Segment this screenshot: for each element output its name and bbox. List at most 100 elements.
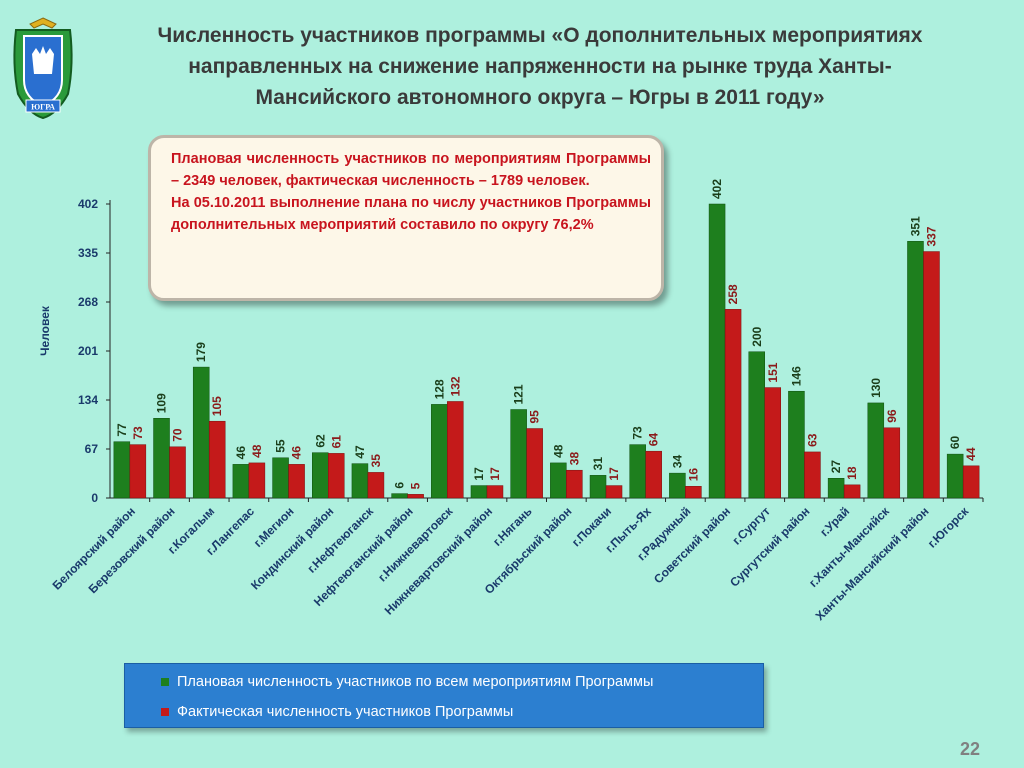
y-tick-label: 268: [78, 295, 98, 309]
bar-planned: [708, 203, 726, 499]
data-label-actual: 16: [686, 468, 700, 482]
y-axis-title: Человек: [38, 305, 52, 356]
page-number: 22: [959, 739, 980, 759]
bar-planned: [153, 418, 170, 499]
bar-actual: [685, 486, 702, 499]
data-label-planned: 60: [948, 435, 962, 449]
summary-text: На 05.10.2011 выполнение плана по числу …: [171, 195, 651, 233]
data-label-planned: 31: [591, 457, 605, 471]
data-label-actual: 17: [488, 467, 502, 481]
bar-planned: [550, 462, 567, 499]
x-category-label: г.Нижневартовск: [375, 504, 456, 585]
data-label-actual: 132: [448, 376, 462, 396]
planned-swatch: [161, 678, 169, 686]
data-label-planned: 130: [869, 378, 883, 398]
data-label-planned: 200: [750, 326, 764, 346]
bar-actual: [129, 444, 147, 499]
data-label-planned: 402: [710, 179, 724, 199]
slide-title: Численность участников программы «О допо…: [100, 20, 980, 113]
data-label-actual: 35: [369, 454, 383, 468]
data-label-planned: 351: [908, 216, 922, 236]
bar-planned: [946, 453, 964, 499]
title-line: Численность участников программы «О допо…: [157, 24, 923, 47]
bar-actual: [923, 251, 940, 499]
data-label-planned: 46: [234, 446, 248, 460]
bar-planned: [907, 241, 924, 499]
bar-planned: [272, 457, 289, 499]
bar-planned: [312, 452, 329, 499]
bar-actual: [208, 420, 226, 499]
bar-actual: [883, 427, 901, 499]
bar-actual: [566, 469, 583, 499]
bar-planned: [470, 485, 488, 499]
bar-actual: [447, 401, 464, 499]
x-category-label: г.Урай: [817, 504, 852, 539]
legend-label-planned: Плановая численность участников по всем …: [177, 674, 654, 690]
data-label-actual: 61: [329, 435, 343, 449]
bar-actual: [248, 462, 266, 499]
data-label-actual: 38: [567, 452, 581, 466]
bar-planned: [391, 493, 408, 499]
bar-planned: [232, 464, 250, 499]
data-label-actual: 73: [131, 426, 145, 440]
bar-planned: [510, 409, 527, 499]
data-label-actual: 64: [647, 433, 661, 447]
data-label-planned: 27: [829, 460, 843, 474]
bar-actual: [804, 451, 821, 499]
bar-actual: [605, 485, 623, 499]
bar-actual: [288, 464, 305, 499]
data-label-actual: 44: [964, 447, 978, 461]
data-label-planned: 17: [472, 467, 486, 481]
x-category-label: Советский район: [651, 504, 733, 586]
data-label-planned: 47: [353, 445, 367, 459]
y-tick-label: 0: [91, 491, 98, 505]
bar-actual: [724, 309, 742, 499]
bar-actual: [407, 494, 424, 499]
data-label-actual: 337: [924, 226, 938, 246]
bar-actual: [526, 428, 543, 499]
data-label-planned: 146: [789, 366, 803, 386]
legend-item-actual: Фактическая численность участников Прогр…: [161, 704, 513, 720]
chart-legend: Плановая численность участников по всем …: [124, 663, 764, 728]
bar-actual: [328, 453, 345, 499]
emblem-caption: ЮГРА: [31, 103, 55, 112]
bar-planned: [748, 351, 765, 499]
bar-actual: [962, 465, 980, 499]
data-label-actual: 48: [250, 444, 264, 458]
bar-planned: [113, 441, 131, 499]
data-label-actual: 17: [607, 467, 621, 481]
title-line: Мансийского автономного округа – Югры в …: [255, 86, 825, 109]
data-label-planned: 55: [274, 439, 288, 453]
title-line: направленных на снижение напряженности н…: [188, 55, 892, 78]
x-category-label: г.Югорск: [925, 504, 972, 551]
bar-actual: [843, 484, 861, 499]
legend-label-actual: Фактическая численность участников Прогр…: [177, 704, 514, 720]
data-label-planned: 121: [512, 384, 526, 404]
summary-callout: Плановая численность участников по мероп…: [148, 135, 664, 301]
data-label-planned: 109: [155, 393, 169, 413]
data-label-planned: 73: [631, 426, 645, 440]
data-label-actual: 18: [845, 466, 859, 480]
bar-planned: [867, 402, 885, 499]
data-label-actual: 46: [290, 446, 304, 460]
data-label-planned: 179: [194, 342, 208, 362]
data-label-actual: 5: [409, 482, 423, 489]
legend-item-planned: Плановая численность участников по всем …: [161, 674, 653, 690]
bar-planned: [431, 404, 448, 499]
data-label-actual: 63: [805, 433, 819, 447]
bar-planned: [589, 475, 607, 499]
y-tick-label: 335: [78, 246, 98, 260]
bar-actual: [169, 446, 186, 499]
data-label-planned: 34: [670, 454, 684, 468]
data-label-actual: 95: [528, 410, 542, 424]
bar-planned: [629, 444, 646, 499]
data-label-actual: 96: [885, 409, 899, 423]
bar-planned: [788, 390, 805, 499]
data-label-planned: 128: [432, 379, 446, 399]
summary-text: Плановая численность участников по мероп…: [171, 151, 651, 189]
bar-planned: [351, 463, 369, 499]
bar-actual: [645, 450, 662, 499]
y-tick-label: 134: [78, 393, 98, 407]
bar-actual: [764, 387, 781, 499]
